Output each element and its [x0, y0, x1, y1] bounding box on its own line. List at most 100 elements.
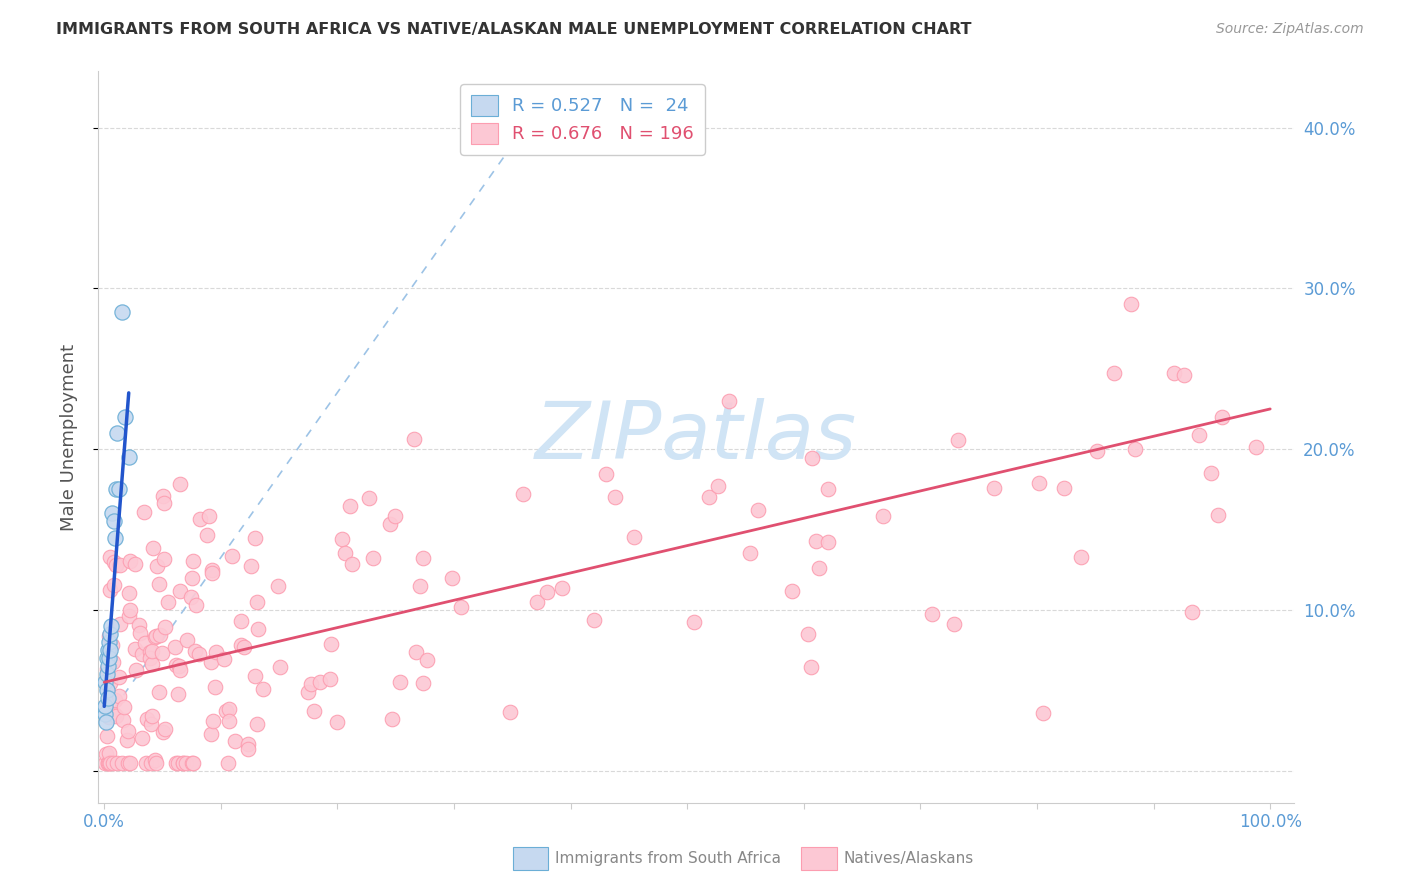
Point: [153, 722, 176, 736]
Point: [1125, 442, 1147, 457]
Point: [808, 561, 831, 575]
Point: [143, 753, 166, 767]
Point: [309, 674, 332, 689]
Point: [1211, 409, 1233, 424]
Point: [101, 507, 124, 521]
Point: [117, 724, 139, 739]
Point: [94, 707, 117, 722]
Point: [111, 756, 134, 770]
Point: [103, 578, 125, 592]
Point: [169, 664, 191, 678]
Point: [104, 693, 127, 707]
Point: [623, 530, 645, 544]
Point: [150, 646, 173, 660]
Point: [125, 663, 148, 677]
Point: [152, 724, 174, 739]
Point: [333, 546, 356, 560]
Text: IMMIGRANTS FROM SOUTH AFRICA VS NATIVE/ALASKAN MALE UNEMPLOYMENT CORRELATION CHA: IMMIGRANTS FROM SOUTH AFRICA VS NATIVE/A…: [56, 22, 972, 37]
Point: [104, 709, 127, 723]
Point: [800, 660, 823, 674]
Point: [738, 546, 761, 560]
Point: [94, 675, 117, 690]
Point: [96, 667, 118, 681]
Point: [101, 655, 124, 669]
Point: [98, 627, 121, 641]
Point: [96, 729, 118, 743]
Point: [105, 756, 128, 770]
Point: [297, 684, 319, 698]
Point: [124, 557, 146, 571]
Point: [232, 640, 254, 655]
Point: [135, 712, 157, 726]
Point: [96, 747, 118, 762]
Point: [1070, 550, 1092, 565]
Point: [330, 533, 353, 547]
Point: [595, 467, 617, 482]
Point: [1102, 367, 1125, 381]
Point: [299, 677, 322, 691]
Point: [319, 672, 342, 686]
Point: [983, 481, 1005, 495]
Point: [153, 620, 176, 634]
Point: [141, 657, 163, 671]
Point: [217, 756, 239, 770]
Point: [1121, 297, 1143, 311]
Point: [134, 636, 156, 650]
Point: [946, 434, 969, 448]
Point: [800, 451, 823, 466]
Point: [165, 658, 187, 673]
Point: [180, 756, 202, 770]
Point: [117, 756, 139, 770]
Point: [139, 650, 162, 665]
Point: [1244, 440, 1267, 454]
Point: [683, 615, 706, 629]
Point: [361, 551, 384, 566]
Point: [218, 702, 240, 716]
Point: [98, 756, 121, 770]
Point: [145, 756, 167, 770]
Point: [149, 628, 172, 642]
Point: [415, 652, 437, 666]
Point: [120, 756, 142, 770]
Point: [143, 631, 166, 645]
Point: [181, 554, 204, 568]
Point: [135, 756, 157, 770]
Point: [148, 684, 170, 698]
Point: [94, 756, 117, 770]
Point: [181, 571, 204, 585]
Point: [105, 558, 128, 572]
Point: [252, 681, 274, 696]
Point: [96, 662, 118, 676]
Point: [357, 491, 380, 506]
Point: [797, 627, 820, 641]
Point: [100, 619, 122, 633]
Point: [605, 490, 627, 504]
Point: [156, 594, 179, 608]
Point: [169, 584, 191, 599]
Point: [1053, 481, 1076, 495]
Point: [188, 512, 211, 526]
Point: [780, 584, 803, 599]
Point: [218, 714, 240, 728]
Point: [200, 655, 222, 669]
Point: [153, 496, 176, 510]
Point: [101, 638, 124, 652]
Point: [409, 579, 432, 593]
Point: [97, 756, 120, 770]
Point: [111, 305, 134, 319]
Point: [1173, 368, 1195, 383]
Point: [184, 644, 207, 658]
Point: [128, 618, 150, 632]
Point: [98, 583, 121, 598]
Point: [167, 687, 190, 701]
Point: [97, 630, 120, 644]
Legend: R = 0.527   N =  24, R = 0.676   N = 196: R = 0.527 N = 24, R = 0.676 N = 196: [460, 84, 704, 154]
Point: [440, 571, 463, 585]
Point: [204, 680, 226, 694]
Point: [536, 584, 558, 599]
Point: [806, 534, 828, 549]
Point: [97, 710, 120, 724]
Point: [167, 658, 190, 673]
Point: [97, 756, 120, 770]
Point: [169, 476, 191, 491]
